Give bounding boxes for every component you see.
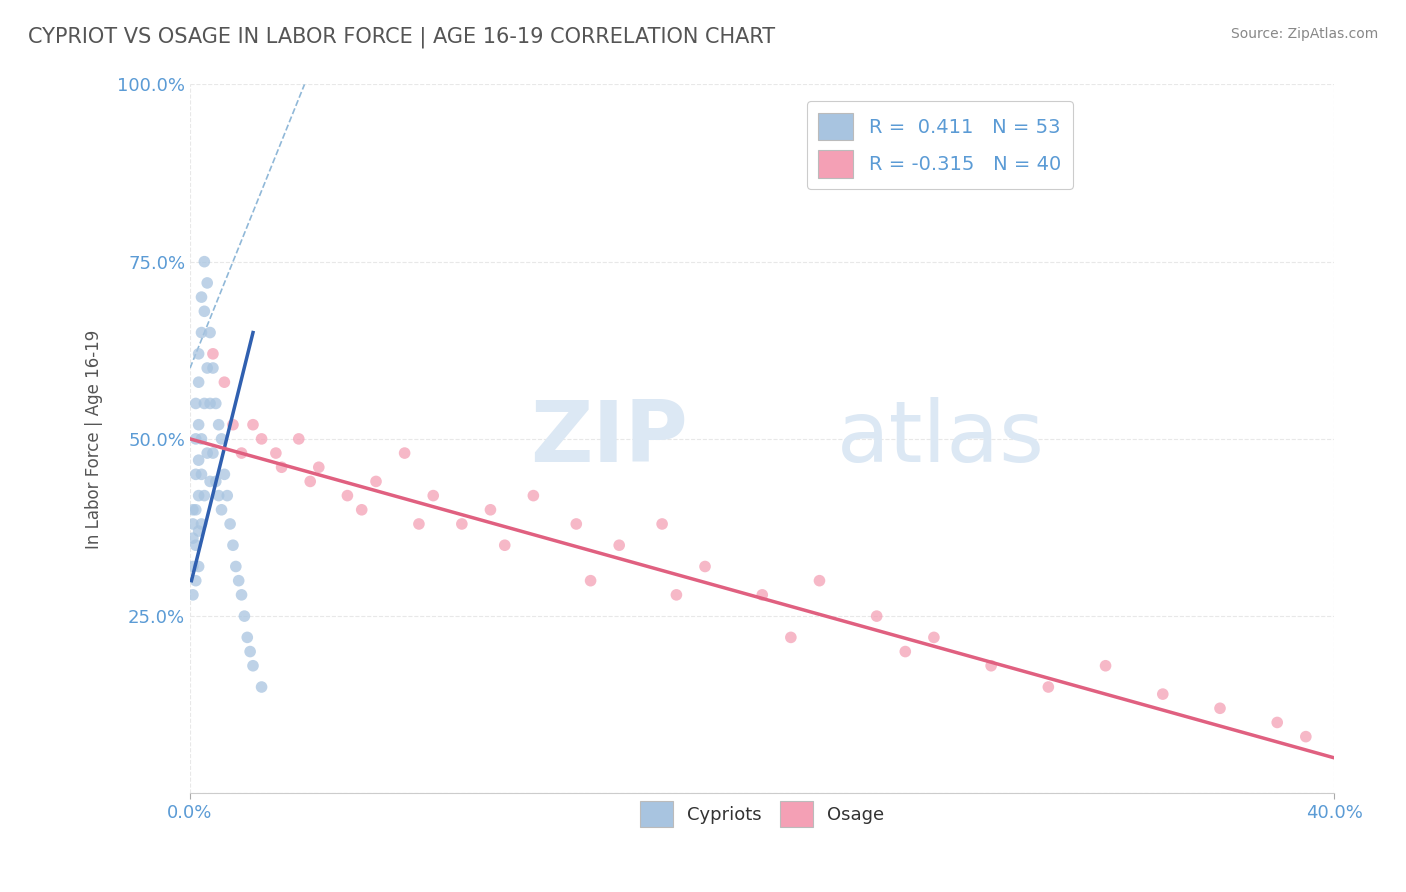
Text: Source: ZipAtlas.com: Source: ZipAtlas.com bbox=[1230, 27, 1378, 41]
Text: atlas: atlas bbox=[837, 398, 1045, 481]
Point bbox=[1265, 715, 1288, 730]
Point bbox=[187, 559, 209, 574]
Point bbox=[214, 467, 236, 482]
Point bbox=[751, 588, 773, 602]
Point bbox=[299, 475, 322, 489]
Point bbox=[228, 574, 250, 588]
Point bbox=[336, 489, 359, 503]
Point bbox=[350, 503, 373, 517]
Point bbox=[422, 489, 444, 503]
Point bbox=[479, 503, 502, 517]
Point bbox=[184, 538, 207, 552]
Point bbox=[204, 396, 226, 410]
Point bbox=[193, 254, 215, 268]
Point bbox=[184, 432, 207, 446]
Point bbox=[607, 538, 630, 552]
Point bbox=[208, 489, 231, 503]
Point bbox=[201, 446, 224, 460]
Point bbox=[190, 326, 212, 340]
Point bbox=[779, 631, 801, 645]
Point bbox=[808, 574, 831, 588]
Point bbox=[181, 588, 204, 602]
Point bbox=[287, 432, 309, 446]
Point bbox=[184, 503, 207, 517]
Point bbox=[250, 432, 273, 446]
Point bbox=[195, 276, 218, 290]
Point bbox=[201, 361, 224, 376]
Point bbox=[187, 489, 209, 503]
Point bbox=[198, 396, 221, 410]
Point bbox=[225, 559, 247, 574]
Point bbox=[250, 680, 273, 694]
Point bbox=[190, 290, 212, 304]
Point bbox=[308, 460, 330, 475]
Point bbox=[195, 446, 218, 460]
Point bbox=[195, 361, 218, 376]
Point bbox=[364, 475, 387, 489]
Point bbox=[193, 396, 215, 410]
Point bbox=[198, 326, 221, 340]
Text: CYPRIOT VS OSAGE IN LABOR FORCE | AGE 16-19 CORRELATION CHART: CYPRIOT VS OSAGE IN LABOR FORCE | AGE 16… bbox=[28, 27, 775, 48]
Point bbox=[193, 304, 215, 318]
Point bbox=[665, 588, 688, 602]
Point bbox=[181, 503, 204, 517]
Point bbox=[208, 417, 231, 432]
Point bbox=[184, 574, 207, 588]
Point bbox=[222, 538, 245, 552]
Point bbox=[187, 347, 209, 361]
Point bbox=[184, 467, 207, 482]
Point bbox=[270, 460, 292, 475]
Point bbox=[211, 432, 233, 446]
Point bbox=[894, 644, 917, 658]
Point bbox=[190, 467, 212, 482]
Point bbox=[204, 475, 226, 489]
Point bbox=[565, 516, 588, 531]
Point bbox=[866, 609, 889, 624]
Point bbox=[242, 417, 264, 432]
Point bbox=[181, 516, 204, 531]
Point bbox=[219, 516, 242, 531]
Point bbox=[190, 432, 212, 446]
Point bbox=[693, 559, 716, 574]
Point bbox=[1295, 730, 1317, 744]
Point bbox=[190, 516, 212, 531]
Legend: Cypriots, Osage: Cypriots, Osage bbox=[633, 794, 891, 834]
Point bbox=[236, 631, 259, 645]
Point bbox=[1152, 687, 1174, 701]
Point bbox=[231, 446, 253, 460]
Point bbox=[187, 524, 209, 538]
Point bbox=[394, 446, 416, 460]
Point bbox=[201, 347, 224, 361]
Point bbox=[187, 417, 209, 432]
Point bbox=[264, 446, 287, 460]
Point bbox=[187, 453, 209, 467]
Point bbox=[522, 489, 544, 503]
Point bbox=[211, 503, 233, 517]
Point bbox=[494, 538, 516, 552]
Point bbox=[198, 475, 221, 489]
Point bbox=[193, 489, 215, 503]
Point bbox=[1038, 680, 1060, 694]
Point bbox=[231, 588, 253, 602]
Point bbox=[239, 644, 262, 658]
Point bbox=[217, 489, 239, 503]
Point bbox=[579, 574, 602, 588]
Point bbox=[233, 609, 256, 624]
Point bbox=[242, 658, 264, 673]
Y-axis label: In Labor Force | Age 16-19: In Labor Force | Age 16-19 bbox=[86, 329, 103, 549]
Point bbox=[181, 559, 204, 574]
Point bbox=[222, 417, 245, 432]
Point bbox=[187, 375, 209, 389]
Point bbox=[450, 516, 472, 531]
Point bbox=[651, 516, 673, 531]
Point bbox=[214, 375, 236, 389]
Point bbox=[184, 396, 207, 410]
Point bbox=[1094, 658, 1116, 673]
Text: ZIP: ZIP bbox=[530, 398, 688, 481]
Point bbox=[408, 516, 430, 531]
Point bbox=[922, 631, 945, 645]
Point bbox=[1209, 701, 1232, 715]
Point bbox=[980, 658, 1002, 673]
Point bbox=[181, 531, 204, 545]
